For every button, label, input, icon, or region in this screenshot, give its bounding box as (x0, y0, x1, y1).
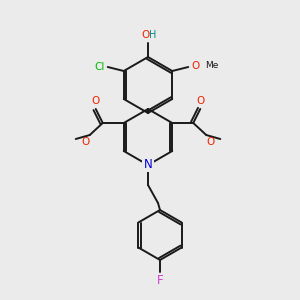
Text: O: O (92, 96, 100, 106)
Text: O: O (142, 30, 150, 40)
Text: N: N (144, 158, 152, 170)
Text: Cl: Cl (94, 62, 105, 72)
Text: O: O (82, 137, 90, 147)
Text: H: H (149, 30, 157, 40)
Text: O: O (196, 96, 204, 106)
Text: F: F (157, 274, 163, 286)
Text: Me: Me (205, 61, 219, 70)
Text: O: O (191, 61, 200, 71)
Text: O: O (206, 137, 214, 147)
